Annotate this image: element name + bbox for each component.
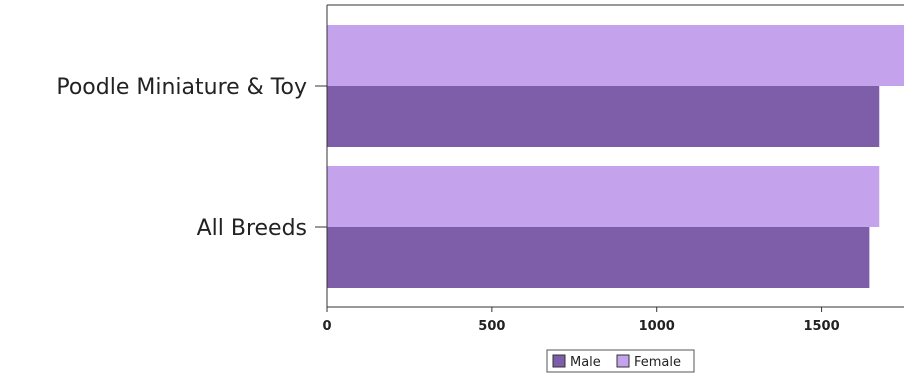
x-tick-label: 1000 (639, 319, 675, 334)
x-tick-label: 0 (322, 319, 331, 334)
category-axis: Poodle Miniature & Toy All Breeds (56, 75, 327, 241)
x-tick-label: 500 (478, 319, 505, 334)
category-label: All Breeds (197, 216, 307, 241)
legend-swatch-female (616, 354, 630, 368)
legend-swatch-male (552, 354, 566, 368)
category-label: Poodle Miniature & Toy (56, 75, 307, 100)
legend-label-male: Male (570, 355, 601, 370)
bar-male-poodle-miniature-toy (327, 86, 880, 147)
value-axis: 0 500 1000 1500 (322, 307, 840, 334)
bar-male-all-breeds (327, 227, 870, 288)
x-tick-label: 1500 (803, 319, 839, 334)
legend: Male Female (546, 349, 695, 373)
plot-frame (326, 4, 904, 308)
bar-female-all-breeds (327, 166, 880, 227)
bars-group (327, 25, 904, 288)
bar-female-poodle-miniature-toy (327, 25, 904, 86)
legend-label-female: Female (634, 355, 681, 370)
